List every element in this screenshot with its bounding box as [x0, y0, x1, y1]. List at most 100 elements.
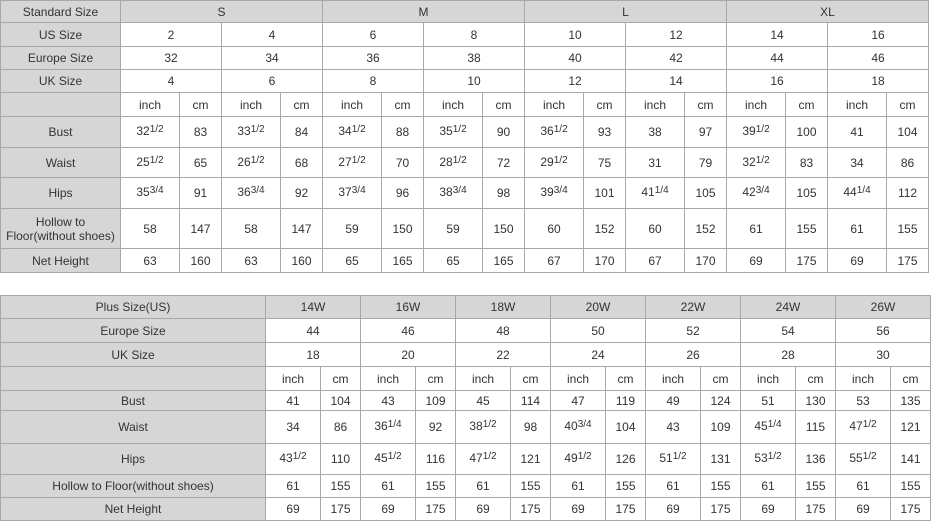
cell: 6	[220, 69, 324, 93]
cell: 8	[322, 69, 425, 93]
fraction: 1/2	[482, 451, 497, 462]
cell: 393/4	[524, 177, 585, 209]
header-row: Standard Size S M L XL	[0, 0, 930, 23]
cell: 126	[605, 443, 646, 475]
cell: 281/2	[423, 147, 484, 178]
fraction: 1/4	[856, 185, 871, 196]
row-label: Hollow to Floor(without shoes)	[0, 208, 121, 249]
cell: 441/4	[827, 177, 888, 209]
cell: inch	[827, 92, 888, 117]
cell: 47	[550, 390, 606, 411]
cell: 18	[265, 342, 361, 367]
whole: 42	[742, 185, 756, 199]
cell: 20	[360, 342, 456, 367]
cell: 69	[265, 497, 321, 521]
cell: 79	[684, 147, 728, 178]
standard-size-table: Standard Size S M L XL US Size 2 4 6 8 10 12 14 16 Eur…	[0, 0, 930, 273]
whole: 33	[237, 124, 251, 138]
cell: inch	[360, 366, 416, 391]
cell: 65	[423, 248, 484, 273]
cell: 46	[360, 318, 456, 343]
cell: 131	[700, 443, 741, 475]
cell: 175	[415, 497, 456, 521]
cell: 160	[279, 248, 324, 273]
cell: 121	[510, 443, 551, 475]
cell: 48	[455, 318, 551, 343]
table-row: UK Size 4 6 8 10 12 14 16 18	[0, 69, 930, 93]
cell: 112	[886, 177, 930, 209]
cell: 59	[423, 208, 484, 249]
cell: 105	[684, 177, 728, 209]
whole: 39	[742, 124, 756, 138]
whole: 43	[279, 451, 293, 465]
cell: inch	[455, 366, 511, 391]
cell: 531/2	[740, 443, 796, 475]
cell: 423/4	[726, 177, 787, 209]
cell: 363/4	[221, 177, 281, 209]
cell: 361/4	[360, 410, 416, 444]
cell: 10	[423, 69, 526, 93]
cell: 83	[179, 116, 222, 148]
cell: 411/4	[625, 177, 686, 209]
row-label: UK Size	[0, 69, 121, 93]
cell: 51	[740, 390, 796, 411]
cell: 175	[795, 497, 836, 521]
row-label: Net Height	[0, 497, 266, 521]
cell: cm	[795, 366, 836, 391]
cell: 12	[524, 69, 627, 93]
cell: 28	[740, 342, 836, 367]
whole: 36	[374, 419, 388, 433]
table-row: Hips 431/2 110 451/2 116 471/2 121 491/2 126 511/…	[0, 443, 931, 475]
size-header: 16W	[360, 295, 456, 319]
whole: 29	[540, 154, 554, 169]
cell: 60	[524, 208, 585, 249]
cell: 91	[179, 177, 222, 209]
whole: 28	[439, 154, 453, 169]
whole: 47	[469, 451, 483, 465]
whole: 53	[754, 451, 768, 465]
cell: 361/2	[524, 116, 585, 148]
cell: 36	[322, 46, 425, 70]
cell: 49	[645, 390, 701, 411]
cell: 26	[645, 342, 741, 367]
whole: 36	[237, 185, 251, 199]
cell: inch	[265, 366, 321, 391]
cell: 175	[605, 497, 646, 521]
cell: 31	[625, 147, 686, 178]
cell: 104	[605, 410, 646, 444]
cell: 61	[265, 474, 321, 498]
size-header: S	[119, 0, 324, 23]
fraction: 3/4	[351, 185, 366, 196]
cell: 175	[320, 497, 361, 521]
fraction: 1/2	[452, 154, 467, 166]
table-row: Hollow to Floor(without shoes) 58 147 58 147…	[0, 208, 930, 249]
cell: 147	[279, 208, 324, 249]
whole: 35	[439, 124, 453, 138]
cell: 40	[524, 46, 627, 70]
cell: 43	[645, 410, 701, 444]
table-row: US Size 2 4 6 8 10 12 14 16	[0, 22, 930, 47]
whole: 39	[540, 185, 554, 199]
cell: 97	[684, 116, 728, 148]
fraction: 1/2	[482, 419, 497, 430]
cell: 511/2	[645, 443, 701, 475]
cell: 69	[455, 497, 511, 521]
whole: 47	[849, 419, 863, 433]
whole: 44	[843, 185, 857, 199]
fraction: 1/2	[351, 124, 366, 135]
plus-size-table: Plus Size(US) 14W 16W 18W 20W 22W 24W 26W Europe…	[0, 295, 931, 521]
cell: 61	[827, 208, 888, 249]
cell: 58	[221, 208, 281, 249]
cell: 50	[550, 318, 646, 343]
cell: 67	[625, 248, 686, 273]
cell: 61	[835, 474, 891, 498]
cell: 69	[726, 248, 787, 273]
cell: cm	[279, 92, 324, 117]
cell: inch	[740, 366, 796, 391]
table-row: Net Height 69 175 69 175 69 175 69 175 69 175 69 175…	[0, 497, 931, 521]
fraction: 1/2	[755, 124, 770, 135]
whole: 45	[374, 451, 388, 465]
fraction: 3/4	[250, 185, 265, 196]
cell: 53	[835, 390, 891, 411]
cell: 93	[583, 116, 627, 148]
